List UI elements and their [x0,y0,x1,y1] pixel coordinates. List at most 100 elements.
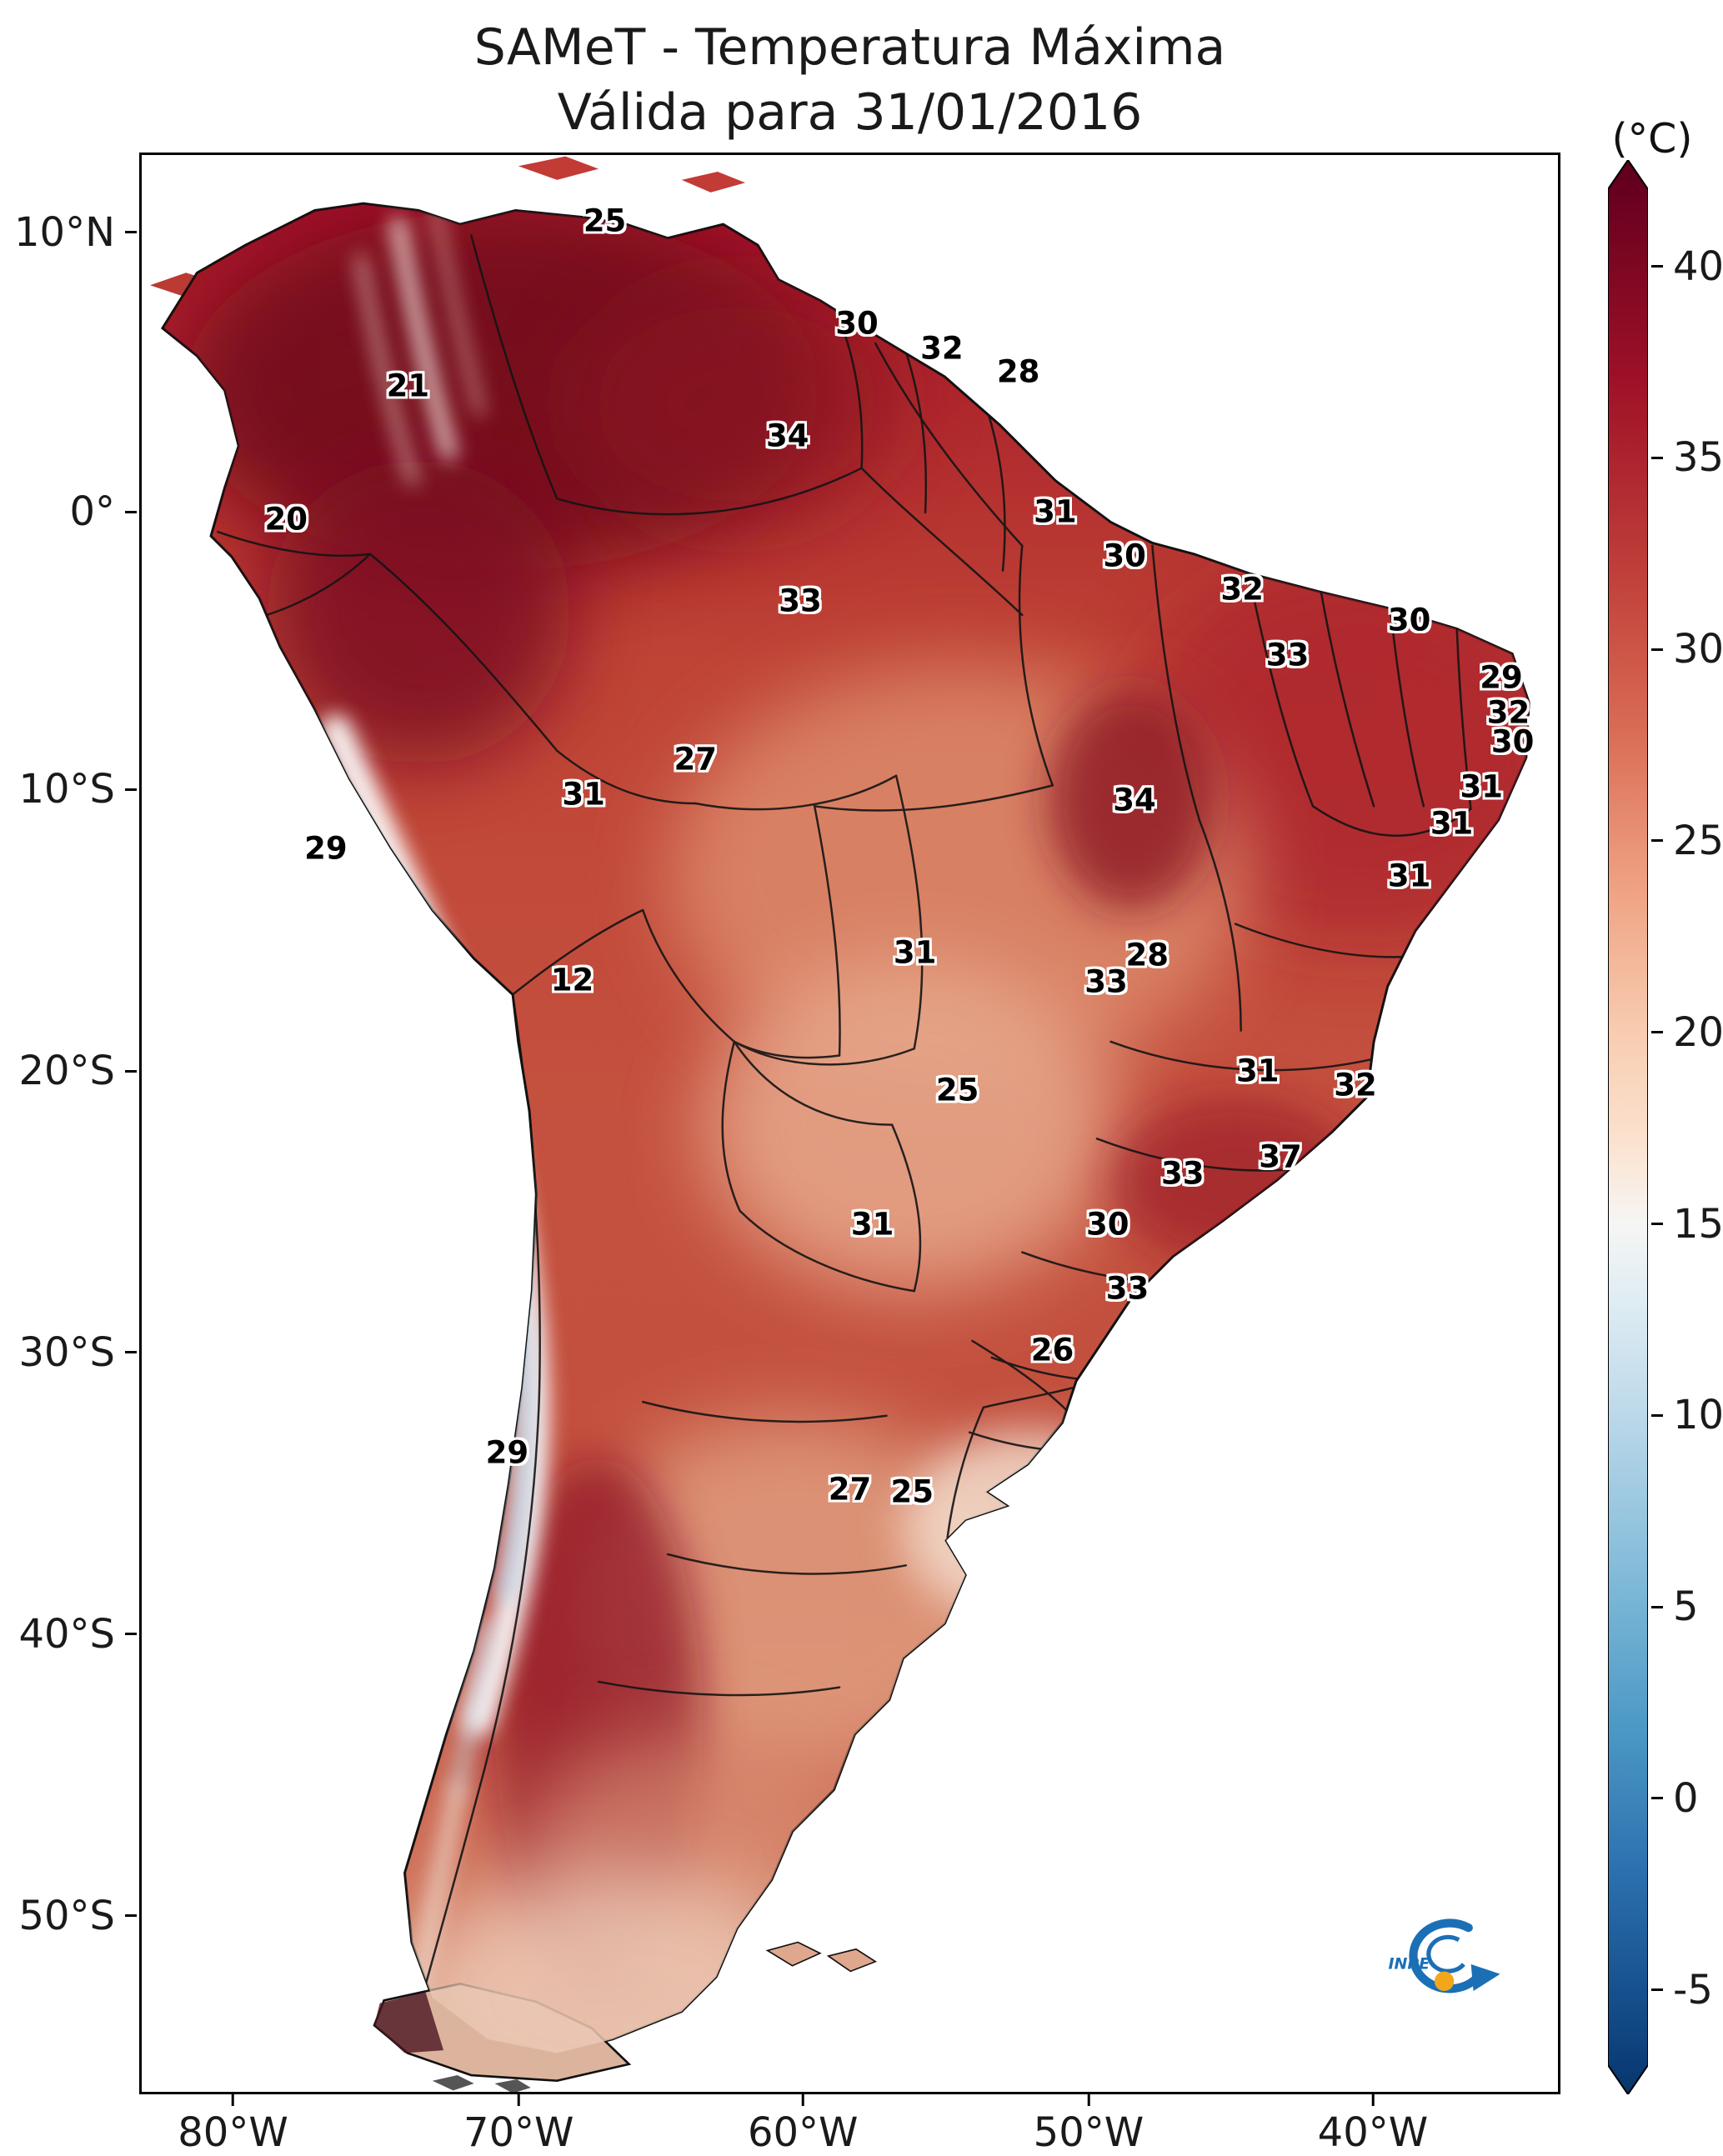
colorbar-tick: 40 [1651,243,1723,290]
temp-label: 34 [765,418,809,454]
colorbar-tick: 10 [1651,1392,1723,1438]
temp-label: 27 [674,741,718,778]
x-axis-tick-mark [1371,2094,1375,2106]
temp-label: 25 [583,203,627,239]
y-axis-tick-label: 20°S [18,1048,115,1095]
y-axis-tick-label: 10°S [18,766,115,813]
y-axis-tick-label: 40°S [18,1610,115,1658]
colorbar [1607,158,1649,2096]
x-axis-tick-mark [232,2094,235,2106]
temp-label: 30 [1103,538,1146,574]
y-axis-tick: 10°S [18,766,137,813]
colorbar-tick-mark [1651,1988,1663,1992]
temp-label: 29 [304,830,348,867]
south-america-temperature-map [149,156,1530,2092]
colorbar-tick: 20 [1651,1009,1723,1056]
colorbar-tick: 25 [1651,818,1723,864]
x-axis-tick-mark [1087,2094,1090,2106]
temp-label: 20 [264,501,308,538]
x-axis-tick: 60°W [748,2094,859,2156]
temp-label: 31 [893,934,937,971]
temp-label: 31 [850,1206,894,1243]
colorbar-tick-label: 30 [1673,626,1723,673]
temp-label: 27 [828,1471,872,1508]
colorbar-tick-label: 15 [1673,1200,1723,1248]
x-axis-tick-label: 50°W [1033,2109,1144,2156]
y-axis-tick-label: 50°S [18,1892,115,1939]
logo-arrowhead [1470,1964,1500,1992]
title-line-1: SAMeT - Temperatura Máxima [473,18,1226,77]
temp-label: 31 [1236,1053,1280,1089]
colorbar-tick-label: 10 [1673,1392,1723,1439]
temp-label: 33 [1084,963,1128,1000]
colorbar-tick-label: 5 [1673,1583,1699,1631]
temp-label: 33 [779,583,822,619]
x-axis-tick: 70°W [463,2094,574,2156]
y-axis-tick-mark [125,1914,137,1918]
x-axis-tick-label: 60°W [747,2109,859,2156]
y-axis-tick-mark [125,788,137,791]
colorbar-tick: 0 [1651,1775,1699,1822]
y-axis-tick: 0° [69,488,137,535]
colorbar-unit-label: (°C) [1611,115,1693,163]
temp-label: 32 [1334,1067,1377,1103]
colorbar-tick-mark [1651,648,1663,651]
inpe-logo-text: INPE [1389,1955,1430,1973]
colorbar-tick-label: -5 [1673,1966,1713,2013]
y-axis-tick-label: 10°N [14,208,115,256]
temp-label: 12 [550,962,594,998]
temp-label: 33 [1265,637,1310,673]
temp-label: 31 [1430,805,1474,842]
colorbar-tick-mark [1651,265,1663,268]
map-plot-area: 25 21 30 32 28 34 20 31 30 32 33 30 33 29 32 30 27 31 31 34… [139,153,1560,2094]
colorbar-tick-label: 0 [1673,1774,1699,1822]
x-axis-tick-label: 40°W [1317,2109,1429,2156]
colorbar-tick-label: 20 [1673,1008,1723,1056]
inpe-logo-graphic: INPE [1389,1918,1500,1993]
colorbar-tick-mark [1651,1797,1663,1800]
temp-label: 34 [1113,782,1156,818]
logo-orange-dot [1435,1971,1455,1992]
colorbar-tick-mark [1651,1223,1663,1226]
temp-label: 28 [996,353,1040,390]
y-axis-tick-mark [125,1633,137,1636]
colorbar-bar [1607,158,1649,2096]
temp-label: 29 [485,1434,529,1471]
colorbar-axis: 40 35 30 25 20 15 10 5 0 -5 [1651,160,1723,2094]
temp-label: 29 [1480,659,1523,696]
temp-label: 30 [1085,1206,1129,1243]
y-axis-tick: 30°S [18,1329,137,1376]
temp-label: 37 [1259,1138,1302,1174]
chart-title: SAMeT - Temperatura Máxima Válida para 3… [139,15,1560,145]
colorbar-tick-mark [1651,456,1663,459]
x-axis-tick-label: 80°W [178,2109,288,2156]
title-line-2: Válida para 31/01/2016 [557,83,1143,142]
x-axis-tick-mark [517,2094,520,2106]
temp-label: 31 [1387,858,1431,894]
y-axis-tick-label: 30°S [18,1328,115,1376]
temp-label: 32 [920,330,964,367]
colorbar-tick-label: 25 [1673,817,1723,864]
logo-swirl [1409,1918,1483,1993]
temp-label: 31 [1034,493,1077,530]
x-axis-tick: 50°W [1034,2094,1144,2156]
colorbar-tick: 30 [1651,626,1723,673]
colorbar-tick: -5 [1651,1967,1713,2013]
x-axis-tick: 40°W [1317,2094,1429,2156]
y-axis-tick-label: 0° [69,488,115,536]
colorbar-tick-label: 40 [1673,243,1723,290]
colorbar-tick: 15 [1651,1201,1723,1248]
y-axis-tick: 50°S [18,1893,137,1939]
colorbar-tick-mark [1651,839,1663,843]
y-axis: 10°N 0° 10°S 20°S 30°S 40°S 50°S [0,153,137,2094]
x-axis-tick-label: 70°W [463,2109,574,2156]
temp-label: 31 [1460,768,1504,805]
colorbar-tick-mark [1651,1413,1663,1417]
x-axis: 80°W 70°W 60°W 50°W 40°W [139,2094,1560,2156]
inpe-logo: INPE [1374,1908,1520,2016]
temp-label: 30 [835,305,879,342]
temp-label: 21 [386,368,430,404]
temp-label: 32 [1220,571,1264,608]
temp-label: 30 [1387,602,1431,638]
colorbar-tick: 5 [1651,1583,1699,1630]
